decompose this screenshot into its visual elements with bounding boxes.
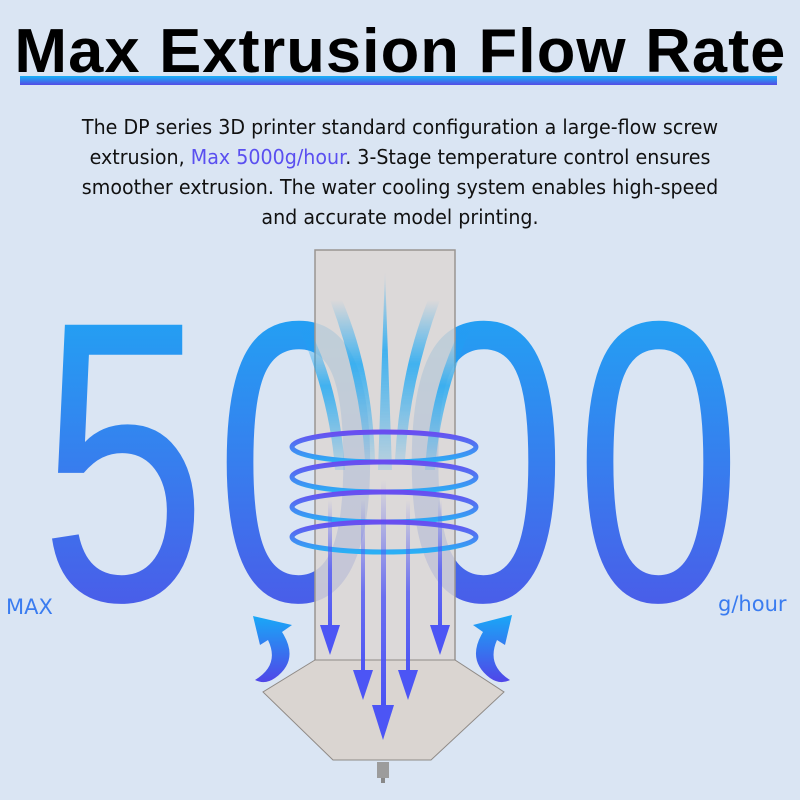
description-highlight: Max 5000g/hour bbox=[190, 145, 346, 169]
description-text-2: . 3-Stage temperature control ensures sm… bbox=[81, 145, 719, 229]
big-digit-4: 0 bbox=[575, 238, 742, 685]
max-label: MAX bbox=[6, 595, 53, 619]
description: The DP series 3D printer standard config… bbox=[65, 112, 735, 232]
curl-arrow-left-icon bbox=[253, 616, 292, 683]
unit-label: g/hour bbox=[718, 592, 787, 616]
title-underline bbox=[20, 76, 777, 85]
page-title: Max Extrusion Flow Rate bbox=[14, 17, 786, 86]
description-text-1: The DP series 3D printer standard config… bbox=[81, 115, 719, 169]
flow-arrows-icon bbox=[320, 480, 450, 740]
big-digit-1: 5 bbox=[40, 238, 207, 685]
curl-arrow-right-icon bbox=[473, 615, 512, 683]
